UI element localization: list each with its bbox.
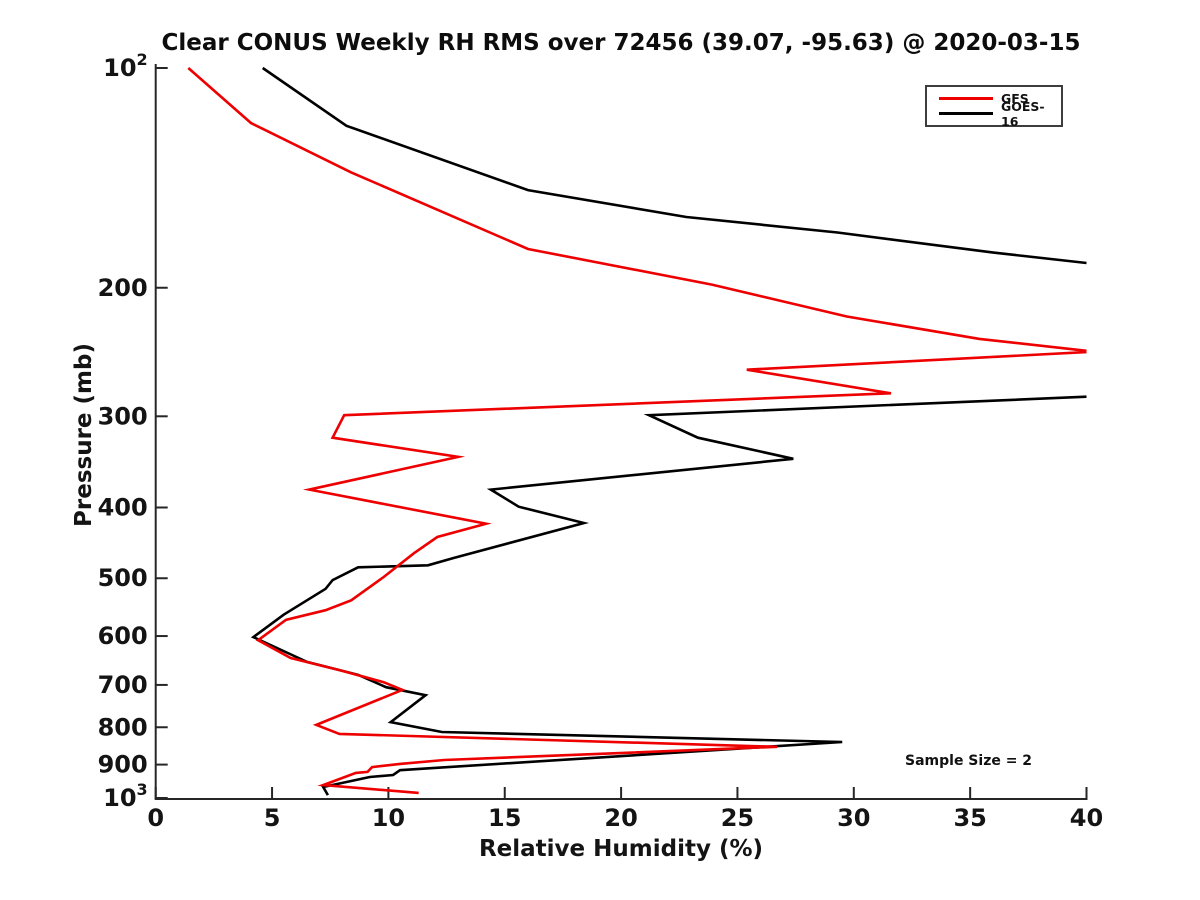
- legend-item-gfs: GFS: [939, 91, 1055, 106]
- x-tick-label: 30: [837, 804, 870, 832]
- sample-size-note: Sample Size = 2: [905, 753, 1033, 769]
- gfs-line: [187, 67, 1087, 353]
- x-tick-label: 40: [1070, 804, 1103, 832]
- y-tick-label: 600: [98, 622, 148, 650]
- legend-label-goes16: GOES-16: [1001, 98, 1045, 129]
- page-title: Clear CONUS Weekly RH RMS over 72456 (39…: [161, 30, 1081, 56]
- goes16-line: [261, 66, 1087, 265]
- x-axis-title: Relative Humidity (%): [478, 836, 764, 862]
- x-tick-label: 5: [264, 804, 281, 832]
- y-tick-label: 400: [98, 494, 148, 522]
- gfs-line: [255, 350, 1087, 795]
- legend-item-goes16: GOES-16: [939, 99, 1055, 129]
- x-tick-label: 20: [604, 804, 637, 832]
- y-tick-label: 800: [98, 713, 148, 741]
- y-tick-label: 700: [98, 671, 148, 699]
- legend-box: GFS GOES-16: [925, 85, 1063, 129]
- x-tick-label: 0: [147, 804, 164, 832]
- y-axis-title: Pressure (mb): [71, 343, 97, 527]
- y-tick-label: 103: [103, 780, 148, 812]
- y-tick-label: 900: [98, 751, 148, 779]
- goes16-line: [250, 395, 1087, 796]
- y-tick-label: 200: [98, 274, 148, 302]
- y-tick-label: 102: [103, 50, 148, 82]
- y-tick-label: 500: [98, 564, 148, 592]
- x-tick-label: 15: [488, 804, 521, 832]
- x-tick-label: 25: [721, 804, 754, 832]
- legend-swatch-gfs: [939, 97, 993, 100]
- y-tick-label: 300: [98, 402, 148, 430]
- x-tick-label: 35: [953, 804, 986, 832]
- x-tick-label: 10: [372, 804, 405, 832]
- legend-label-gfs: GFS: [1001, 91, 1029, 106]
- legend-swatch-goes16: [939, 112, 993, 115]
